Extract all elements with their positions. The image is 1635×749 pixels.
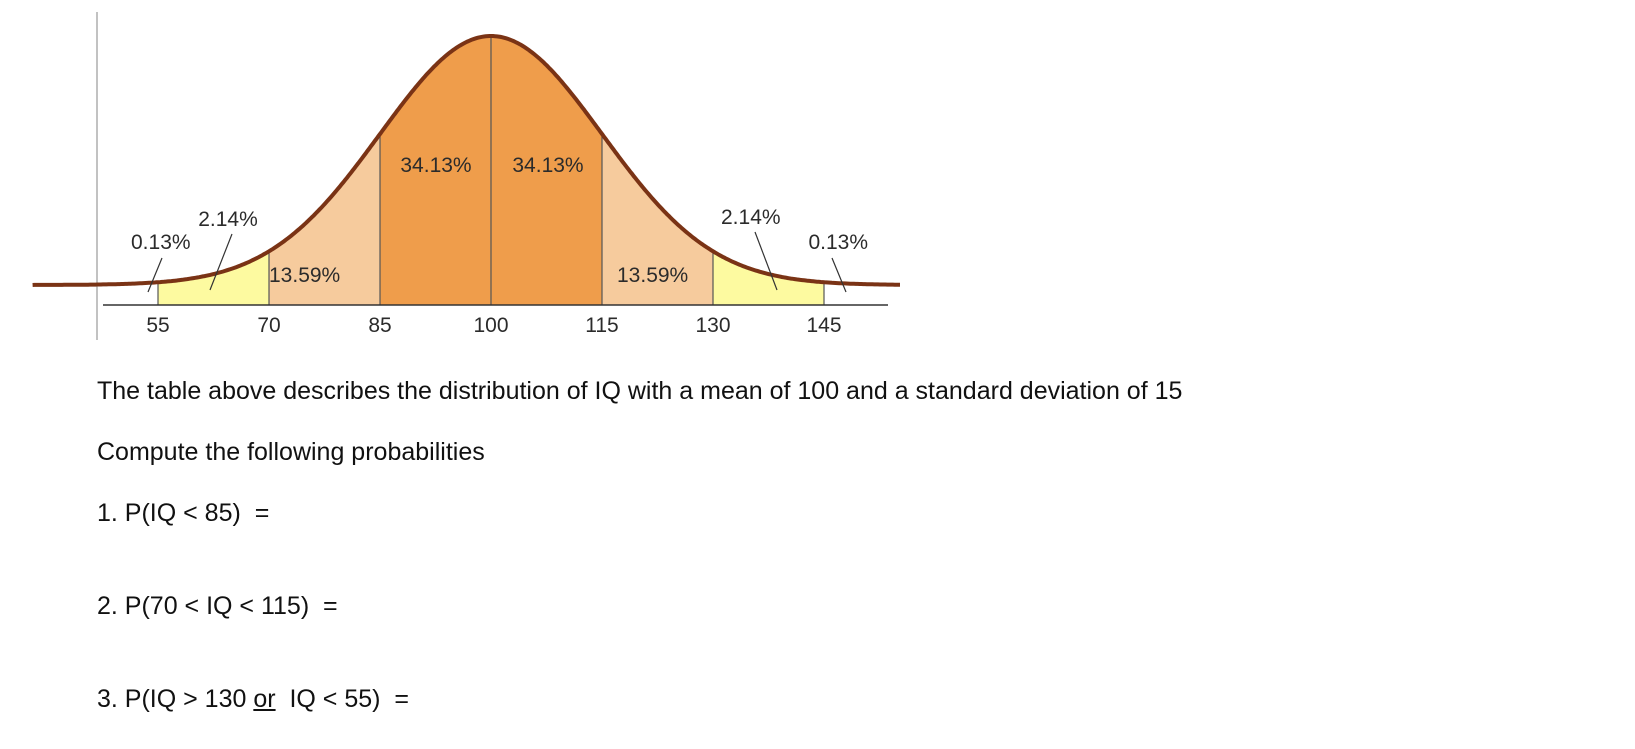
x-tick-label: 55 (146, 314, 169, 337)
region-55-70 (158, 251, 269, 305)
region-label: 2.14% (721, 206, 781, 229)
tail-pointer-line (831, 257, 847, 293)
tail-label-right: 0.13% (808, 231, 868, 254)
x-tick-label: 115 (585, 314, 618, 337)
x-tick-label: 145 (806, 314, 841, 337)
x-tick-label: 130 (695, 314, 730, 337)
region-label: 2.14% (198, 208, 258, 231)
question-1: 1. P(IQ < 85) = (97, 499, 270, 527)
x-tick-label: 85 (368, 314, 391, 337)
label-pointer-line (754, 231, 778, 291)
normal-distribution-chart: 55 70 85 100 115 130 145 2.14% 13.59% 34.13% 34.1… (32, 12, 900, 340)
bell-curve-line (32, 34, 900, 287)
question-2: 2. P(70 < IQ < 115) = (97, 592, 338, 620)
region-85-100 (380, 36, 491, 305)
region-label: 34.13% (400, 154, 471, 177)
question-3-or: or (253, 685, 276, 713)
region-label: 13.59% (269, 264, 340, 287)
question-3: 3. P(IQ > 130 or IQ < 55) = (97, 684, 409, 714)
instruction-text: Compute the following probabilities (97, 438, 485, 466)
question-3-part-2: IQ < 55) = (275, 685, 409, 713)
x-tick-label: 70 (257, 314, 280, 337)
region-label: 34.13% (512, 154, 583, 177)
x-tick-label: 100 (473, 314, 508, 337)
tail-label-left: 0.13% (131, 231, 191, 254)
tail-pointer-line (147, 257, 163, 293)
region-label: 13.59% (617, 264, 688, 287)
question-3-part-1: 3. P(IQ > 130 (97, 685, 254, 713)
region-130-145 (713, 251, 824, 305)
label-pointer-line (209, 233, 233, 291)
region-70-85 (269, 134, 380, 305)
description-text: The table above describes the distributi… (97, 377, 1183, 405)
region-115-130 (602, 134, 713, 305)
region-100-115 (491, 36, 602, 305)
